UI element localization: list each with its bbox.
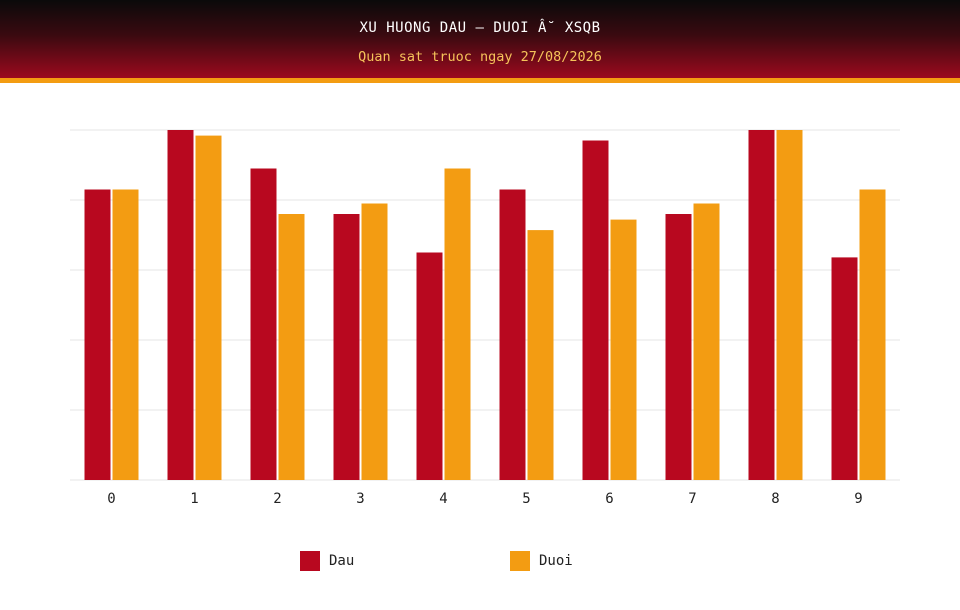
legend-item-duoi[interactable]: Duoi <box>510 550 573 572</box>
x-tick-label: 1 <box>190 491 198 507</box>
x-tick-label: 4 <box>439 491 447 507</box>
bar-duoi-1[interactable] <box>195 135 222 480</box>
bar-duoi-2[interactable] <box>278 214 305 480</box>
bar-dau-2[interactable] <box>250 168 277 481</box>
legend-swatch-dau <box>300 551 320 571</box>
bar-duoi-0[interactable] <box>112 189 139 481</box>
x-tick-label: 8 <box>771 491 779 507</box>
x-tick-label: 5 <box>522 491 530 507</box>
bar-dau-8[interactable] <box>748 130 775 480</box>
legend-label-duoi: Duoi <box>539 553 573 569</box>
header-accent-stripe <box>0 78 960 83</box>
bar-dau-3[interactable] <box>333 214 360 480</box>
chart-legend: Dau Duoi <box>0 550 960 572</box>
bar-duoi-9[interactable] <box>859 189 886 481</box>
x-tick-label: 6 <box>605 491 613 507</box>
legend-item-dau[interactable]: Dau <box>300 550 354 572</box>
legend-label-dau: Dau <box>329 553 355 569</box>
bar-dau-5[interactable] <box>499 189 526 481</box>
bar-duoi-3[interactable] <box>361 203 388 481</box>
bar-chart: 0 1 2 3 4 5 6 7 8 9 <box>0 83 960 610</box>
x-tick-label: 7 <box>688 491 696 507</box>
bar-dau-9[interactable] <box>831 257 858 480</box>
bar-chart-svg: 0 1 2 3 4 5 6 7 8 9 <box>70 129 900 507</box>
chart-title: XU HUONG DAU – DUOI Â˘ XSQB <box>359 20 601 36</box>
bar-dau-0[interactable] <box>84 189 111 481</box>
bar-dau-7[interactable] <box>665 214 692 480</box>
bar-dau-4[interactable] <box>416 252 443 481</box>
bar-duoi-6[interactable] <box>610 219 637 480</box>
bar-dau-1[interactable] <box>167 130 194 480</box>
bar-duoi-8[interactable] <box>776 130 803 480</box>
bar-duoi-4[interactable] <box>444 168 471 481</box>
chart-subtitle: Quan sat truoc ngay 27/08/2026 <box>358 49 602 65</box>
x-tick-label: 2 <box>273 491 281 507</box>
bar-duoi-7[interactable] <box>693 203 720 481</box>
x-tick-label: 9 <box>854 491 862 507</box>
bar-dau-6[interactable] <box>582 140 609 481</box>
x-tick-label: 0 <box>107 491 115 507</box>
x-tick-label: 3 <box>356 491 364 507</box>
bar-duoi-5[interactable] <box>527 230 554 480</box>
chart-header: XU HUONG DAU – DUOI Â˘ XSQB Quan sat tru… <box>0 0 960 78</box>
legend-swatch-duoi <box>510 551 530 571</box>
